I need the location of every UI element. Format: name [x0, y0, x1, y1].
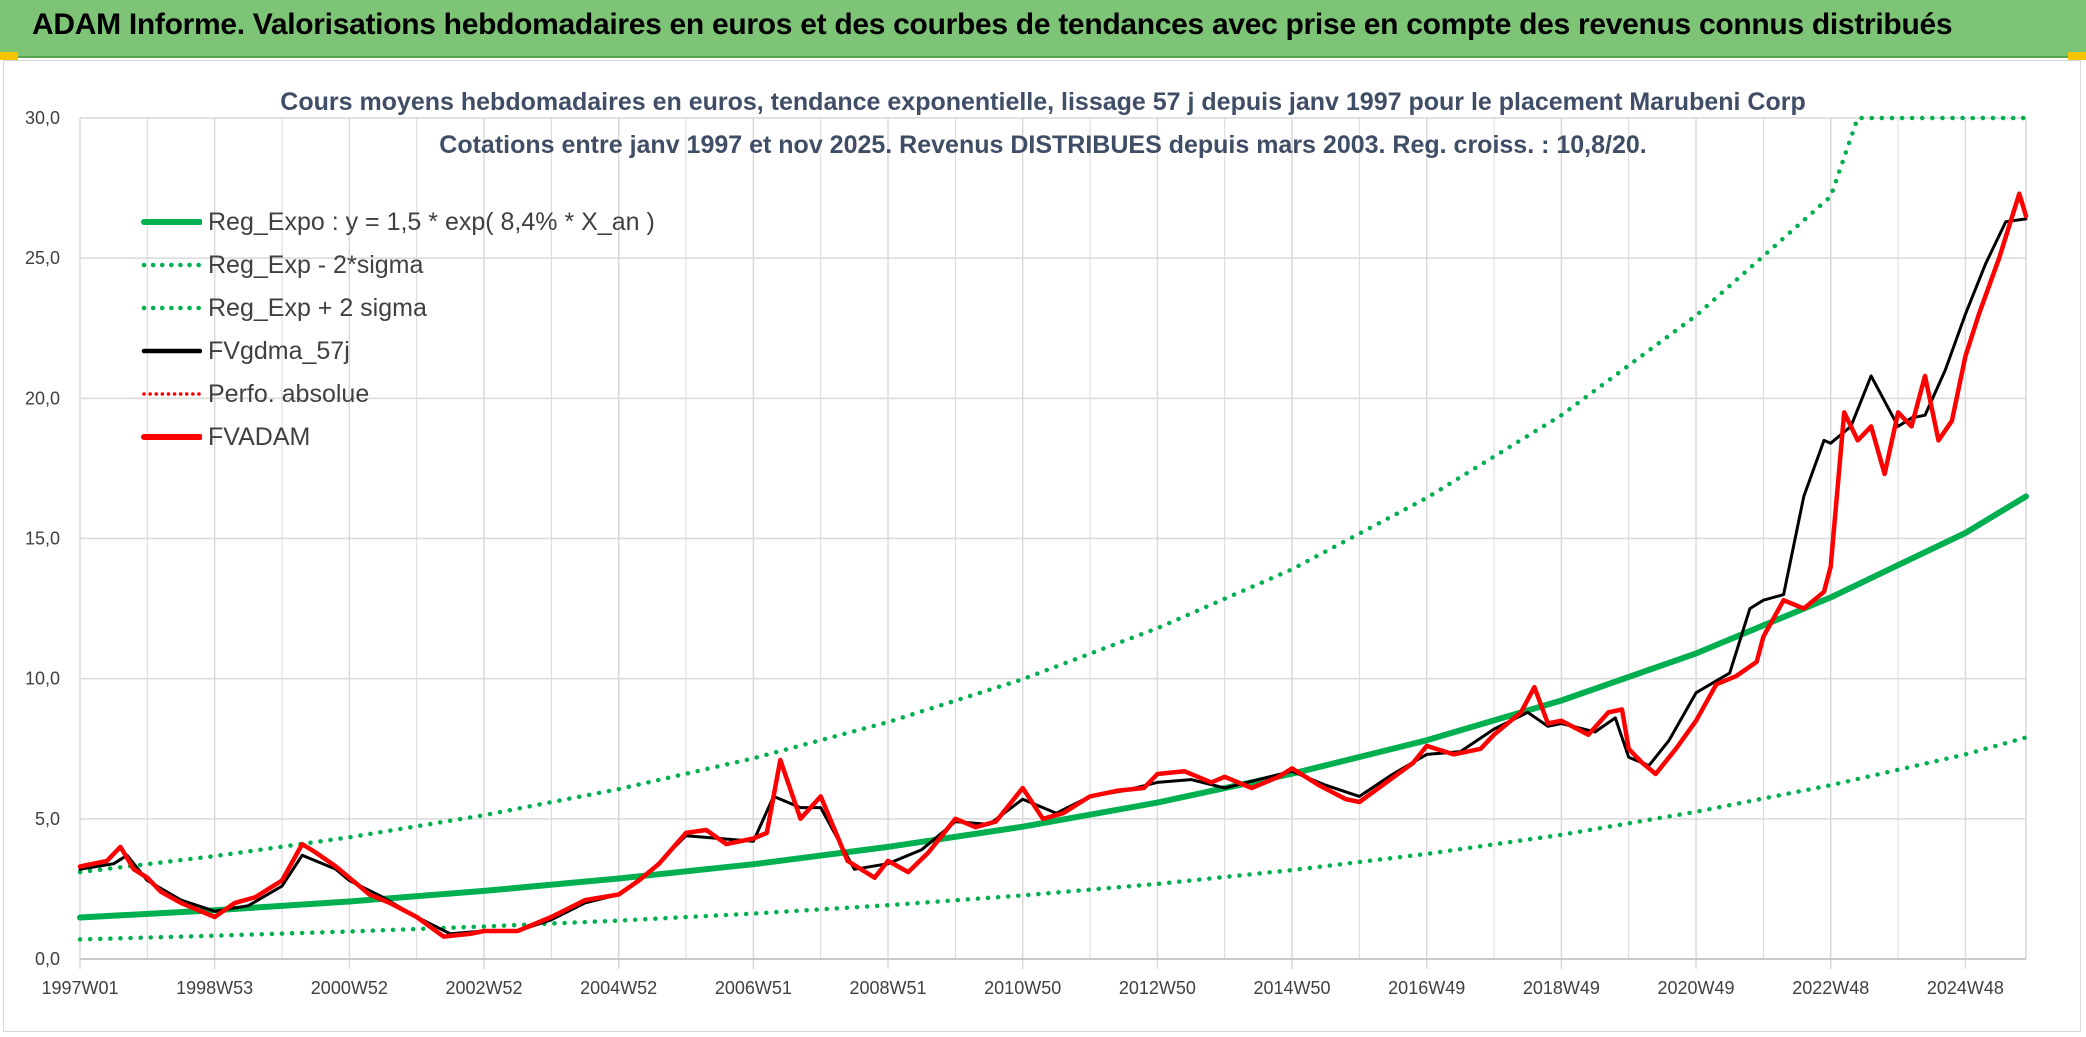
y-tick-label: 0,0: [35, 949, 60, 969]
x-tick-label: 2014W50: [1254, 978, 1331, 998]
x-tick-label: 2000W52: [311, 978, 388, 998]
series-fvgdma-57j: [78, 217, 2028, 936]
tick-labels: 0,0 5,0 10,0 15,0 20,0 25,0 30,0 1997W01 1998W53…: [25, 108, 2004, 998]
legend-swatch-dotted-green: [141, 305, 202, 311]
x-tick-label: 2006W51: [715, 978, 792, 998]
series-layer: [77, 115, 2029, 942]
x-tick-label: 2002W52: [445, 978, 522, 998]
legend-label: Reg_Exp - 2*sigma: [208, 251, 424, 279]
legend-swatch-solid-black: [141, 348, 202, 354]
y-tick-label: 25,0: [25, 248, 60, 268]
report-banner: ADAM Informe. Valorisations hebdomadaire…: [0, 0, 2086, 58]
x-tick-label: 2022W48: [1792, 978, 1869, 998]
x-tick-label: 2024W48: [1927, 978, 2004, 998]
legend-label: Reg_Expo : y = 1,5 * exp( 8,4% * X_an ): [208, 208, 655, 236]
y-tick-label: 30,0: [25, 108, 60, 128]
chart-title: Cours moyens hebdomadaires en euros, ten…: [280, 88, 1806, 116]
legend-label: FVADAM: [208, 423, 311, 451]
y-tick-label: 10,0: [25, 669, 60, 689]
y-tick-label: 15,0: [25, 529, 60, 549]
chart-subtitle: Cotations entre janv 1997 et nov 2025. R…: [439, 131, 1647, 159]
legend-label: Perfo. absolue: [208, 380, 370, 408]
x-tick-label: 2016W49: [1388, 978, 1465, 998]
x-tick-label: 1998W53: [176, 978, 253, 998]
y-tick-label: 20,0: [25, 388, 60, 408]
banner-corner-left: [0, 52, 18, 60]
series-reg-plus-2sigma: [77, 115, 2029, 875]
legend-label: FVgdma_57j: [208, 337, 350, 365]
y-tick-label: 5,0: [35, 809, 60, 829]
series-reg-minus-2sigma: [77, 735, 2029, 942]
x-tick-label: 2018W49: [1523, 978, 1600, 998]
legend-swatch-dotted-green: [141, 262, 202, 268]
x-tick-label: 1997W01: [41, 978, 118, 998]
series-reg-expo: [77, 493, 2029, 921]
gridlines: [79, 117, 2027, 969]
series-fvadam: [77, 191, 2029, 939]
legend-swatch-solid-green: [141, 219, 202, 225]
legend-label: Reg_Exp + 2 sigma: [208, 294, 427, 322]
legend-swatch-dotted-red: [142, 392, 202, 396]
legend-swatch-solid-red: [141, 434, 202, 440]
x-tick-label: 2004W52: [580, 978, 657, 998]
x-tick-label: 2012W50: [1119, 978, 1196, 998]
report-title: ADAM Informe. Valorisations hebdomadaire…: [32, 8, 1953, 41]
x-tick-label: 2020W49: [1658, 978, 1735, 998]
chart-frame: [3, 60, 2081, 1032]
x-tick-label: 2008W51: [849, 978, 926, 998]
x-tick-label: 2010W50: [984, 978, 1061, 998]
banner-corner-right: [2068, 52, 2086, 60]
